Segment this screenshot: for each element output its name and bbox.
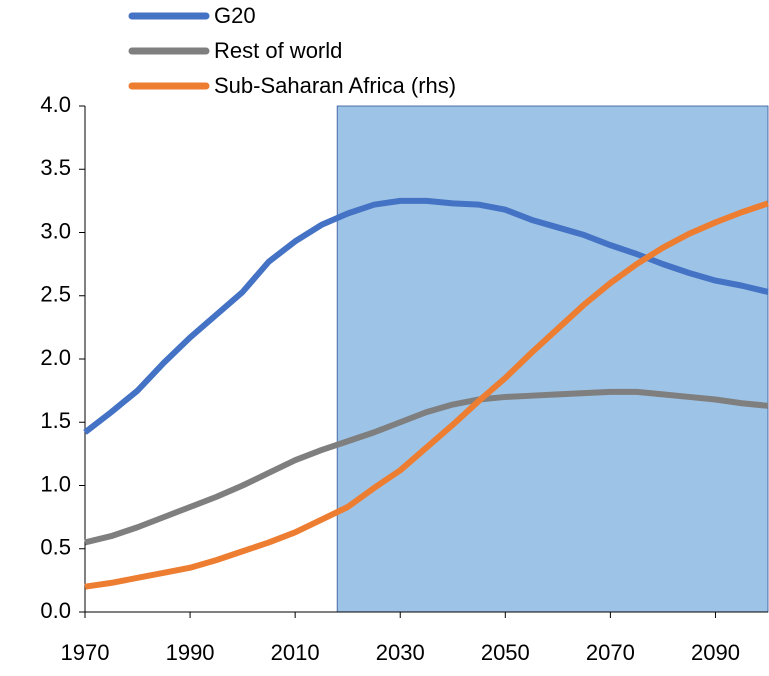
x-tick-label: 2050 <box>481 640 530 665</box>
series-line <box>84 200 769 590</box>
x-tick-label: 1990 <box>166 640 215 665</box>
legend-label: Sub-Saharan Africa (rhs) <box>214 73 456 98</box>
x-tick-label: 2030 <box>376 640 425 665</box>
y-tick-label: 2.0 <box>40 345 71 370</box>
x-tick-label: 1970 <box>61 640 110 665</box>
legend-label: G20 <box>214 3 256 28</box>
x-tick-label: 2010 <box>271 640 320 665</box>
legend-label: Rest of world <box>214 38 342 63</box>
y-tick-label: 0.0 <box>40 598 71 623</box>
series-line <box>83 197 769 435</box>
y-tick-label: 4.0 <box>40 92 71 117</box>
y-tick-label: 2.5 <box>40 282 71 307</box>
projection-shade <box>336 105 769 613</box>
y-tick-label: 1.5 <box>40 408 71 433</box>
y-tick-label: 3.5 <box>40 155 71 180</box>
y-tick-label: 3.0 <box>40 218 71 243</box>
y-tick-label: 0.5 <box>40 535 71 560</box>
x-tick-label: 2090 <box>691 640 740 665</box>
y-tick-label: 1.0 <box>40 471 71 496</box>
series-line <box>84 388 769 546</box>
x-tick-label: 2070 <box>586 640 635 665</box>
